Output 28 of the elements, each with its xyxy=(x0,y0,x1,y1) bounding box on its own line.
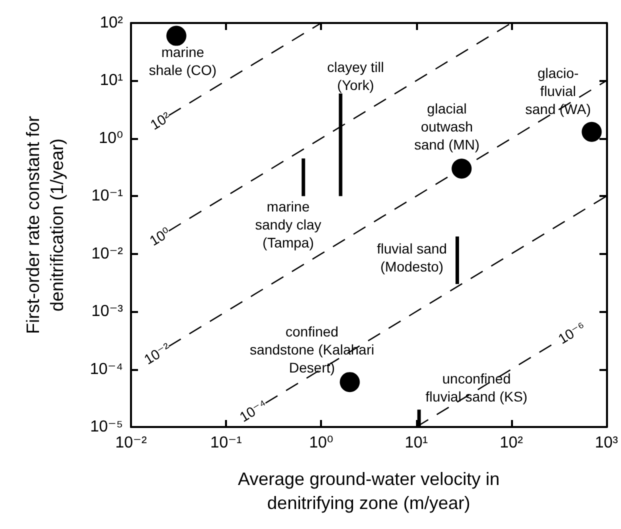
y-tick-label: 10² xyxy=(100,14,124,32)
x-axis-title: Average ground-water velocity in denitrifying zone (m/year) xyxy=(238,469,500,513)
annotation: fluvial sand (Modesto) xyxy=(376,240,447,274)
annotation: glacio- fluvial sand (WA) xyxy=(525,65,591,118)
text: 10⁰ xyxy=(146,224,174,249)
y-tick-label: 10⁻² xyxy=(91,245,124,262)
annotation: unconfined fluvial sand (KS) xyxy=(426,370,528,405)
x-tick-label: 10² xyxy=(500,434,524,452)
y-tick-label: 10¹ xyxy=(100,72,123,90)
x-tick-label: 10⁻¹ xyxy=(210,434,242,452)
annotation: clayey till (York) xyxy=(327,59,384,94)
text: 10⁻⁴ xyxy=(236,396,270,425)
x-tick-label: 10⁰ xyxy=(309,434,334,452)
y-tick-label: 10⁻¹ xyxy=(91,188,123,205)
x-tick-label: 10³ xyxy=(594,434,619,452)
text: 10² xyxy=(147,108,174,133)
text: 10⁻² xyxy=(141,339,174,368)
x-tick-label: 10⁻² xyxy=(115,434,148,452)
annotation: marine shale (CO) xyxy=(148,44,217,78)
y-tick-label: 10⁻⁴ xyxy=(90,360,124,378)
y-tick-label: 10⁻⁵ xyxy=(90,418,123,436)
x-tick-label: 10¹ xyxy=(404,434,428,452)
text: 10⁻⁶ xyxy=(555,318,588,347)
y-tick-label: 10⁻³ xyxy=(91,303,124,320)
y-axis-title: First-order rate constant for denitrification (1/year) xyxy=(23,116,67,334)
annotation: marine sandy clay (Tampa) xyxy=(255,198,322,251)
annotation: glacial outwash sand (MN) xyxy=(414,100,480,153)
y-tick-label: 10⁰ xyxy=(98,130,123,147)
